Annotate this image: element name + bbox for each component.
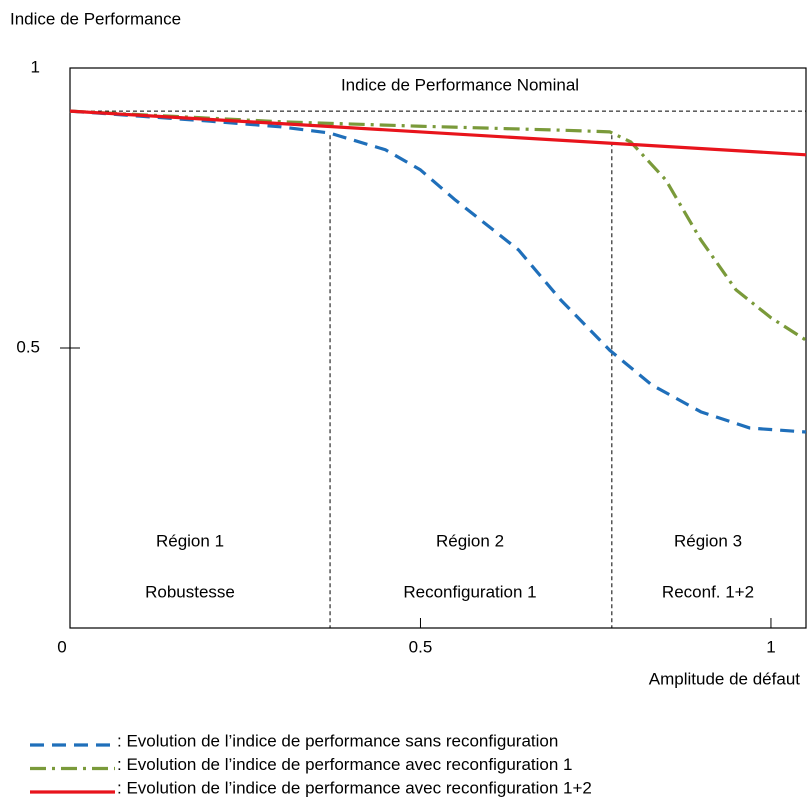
region-name: Région 1 <box>156 531 224 550</box>
x-axis-label: Amplitude de défaut <box>649 669 800 688</box>
y-axis-label: Indice de Performance <box>10 9 181 28</box>
x-tick-label: 0.5 <box>409 637 433 656</box>
series-line <box>69 109 807 157</box>
legend-label: : Evolution de l’indice de performance a… <box>117 755 573 774</box>
y-tick-label: 1 <box>31 57 40 76</box>
region-label: Reconfiguration 1 <box>403 582 536 601</box>
region-label: Reconf. 1+2 <box>662 582 754 601</box>
region-name: Région 2 <box>436 531 504 550</box>
x-tick-label: 1 <box>766 637 775 656</box>
region-label: Robustesse <box>145 582 235 601</box>
legend-label: : Evolution de l’indice de performance s… <box>117 731 558 750</box>
region-name: Région 3 <box>674 531 742 550</box>
y-tick-label: 0.5 <box>16 337 40 356</box>
legend-label: : Evolution de l’indice de performance a… <box>117 778 592 797</box>
x-tick-label: 0 <box>57 637 66 656</box>
nominal-label: Indice de Performance Nominal <box>341 75 579 94</box>
series-line <box>69 109 807 434</box>
series-line <box>69 109 807 342</box>
